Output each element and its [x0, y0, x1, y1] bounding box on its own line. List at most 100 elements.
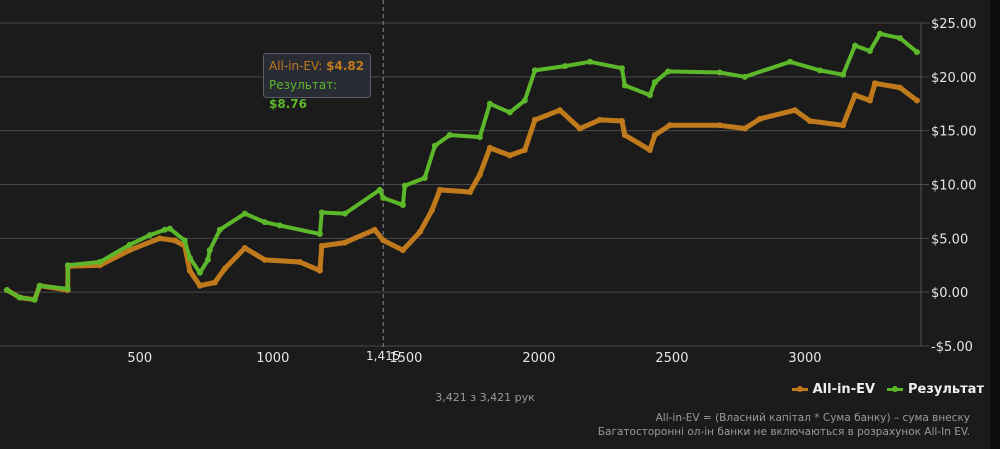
- ev-point: [896, 84, 903, 91]
- y-tick-label: $0.00: [931, 286, 968, 301]
- result-point: [421, 175, 428, 182]
- x-tick-label: 500: [127, 351, 152, 366]
- result-point: [618, 65, 625, 72]
- footnote: All-in-EV = (Власний капітал * Сума банк…: [598, 411, 970, 439]
- result-point: [318, 209, 325, 216]
- result-point: [166, 225, 173, 232]
- legend-item-ev[interactable]: All-in-EV: [791, 382, 876, 397]
- ev-point: [428, 207, 435, 214]
- ev-point: [576, 125, 583, 132]
- ev-point: [791, 107, 798, 114]
- tooltip-ev-label: All-in-EV:: [269, 59, 323, 73]
- ev-point: [741, 125, 748, 132]
- y-tick-label: $10.00: [931, 179, 977, 194]
- ev-point: [716, 122, 723, 129]
- result-point: [446, 131, 453, 138]
- ev-point: [436, 186, 443, 193]
- result-point: [204, 256, 211, 263]
- result-point: [376, 186, 383, 193]
- result-point: [341, 210, 348, 217]
- result-point: [64, 285, 71, 292]
- ev-point: [241, 245, 248, 252]
- ev-point: [651, 131, 658, 138]
- ev-point: [171, 237, 178, 244]
- result-series-line: [5, 31, 919, 302]
- tooltip-ev-value: $4.82: [326, 59, 365, 73]
- result-point: [261, 219, 268, 226]
- ev-point: [466, 189, 473, 196]
- result-point: [476, 134, 483, 141]
- ev-point: [852, 92, 859, 99]
- result-point: [399, 201, 406, 208]
- ev-point: [126, 247, 133, 254]
- y-tick-label: $15.00: [931, 125, 977, 140]
- ev-point: [596, 116, 603, 123]
- legend-result-label: Результат: [908, 382, 984, 397]
- ev-point: [871, 80, 878, 87]
- result-point: [561, 63, 568, 70]
- ev-point: [186, 267, 193, 274]
- x-tick-label: 2500: [655, 351, 688, 366]
- result-point: [241, 210, 248, 217]
- result-point: [16, 294, 23, 301]
- ev-point: [757, 115, 764, 122]
- result-point: [401, 182, 408, 189]
- ev-point: [807, 117, 814, 124]
- result-point: [716, 69, 723, 76]
- result-point: [4, 287, 10, 294]
- result-point: [431, 142, 438, 149]
- result-point: [161, 226, 168, 233]
- footnote-line-1: All-in-EV = (Власний капітал * Сума банк…: [655, 412, 970, 424]
- result-point: [196, 269, 203, 276]
- result-point: [840, 71, 847, 78]
- x-tick-label: 1500: [389, 351, 422, 366]
- tooltip-result-value: $8.76: [269, 97, 307, 111]
- result-point: [664, 68, 671, 75]
- ev-point: [646, 147, 653, 154]
- hand-count: 3,421 з 3,421 рук: [435, 391, 535, 404]
- ev-series-line: [5, 80, 919, 303]
- ev-point: [521, 147, 528, 154]
- crosshair-label: 1,415: [366, 349, 400, 363]
- result-point: [816, 67, 823, 74]
- result-point: [506, 109, 513, 116]
- result-point: [531, 67, 538, 74]
- ev-point: [261, 256, 268, 263]
- y-tick-label: $25.00: [931, 17, 977, 32]
- result-point: [896, 35, 903, 42]
- ev-point: [556, 107, 563, 114]
- result-point: [181, 237, 188, 244]
- result-point: [96, 259, 103, 266]
- result-point: [866, 47, 873, 54]
- result-point: [146, 232, 153, 239]
- result-point: [276, 222, 283, 229]
- result-point: [380, 194, 387, 201]
- result-point: [877, 30, 884, 37]
- ev-point: [666, 122, 673, 129]
- result-swatch-icon: [887, 386, 904, 392]
- ev-point: [621, 131, 628, 138]
- result-point: [646, 92, 653, 99]
- ev-point: [914, 97, 920, 104]
- ev-point: [380, 237, 387, 244]
- ev-point: [156, 235, 163, 242]
- ev-point: [399, 247, 406, 254]
- result-point: [316, 231, 323, 238]
- x-tick-label: 3000: [788, 351, 821, 366]
- x-tick-label: 2000: [522, 351, 555, 366]
- legend: All-in-EV Результат: [791, 382, 984, 397]
- result-point: [741, 73, 748, 80]
- legend-ev-label: All-in-EV: [812, 382, 876, 397]
- ev-point: [341, 239, 348, 246]
- legend-item-result[interactable]: Результат: [887, 382, 984, 397]
- result-point: [914, 49, 920, 56]
- ev-point: [318, 242, 325, 249]
- result-point: [651, 79, 658, 86]
- result-point: [64, 262, 71, 269]
- y-tick-label: $20.00: [931, 71, 977, 86]
- ev-point: [840, 122, 847, 129]
- ev-point: [476, 171, 483, 178]
- ev-point: [486, 144, 493, 151]
- footnote-line-2: Багатосторонні ол-ін банки не включаютьс…: [597, 426, 970, 438]
- bankroll-chart[interactable]: $25.00 $20.00 $15.00 $10.00 $5.00 $0.00 -$5.00…: [0, 0, 1000, 380]
